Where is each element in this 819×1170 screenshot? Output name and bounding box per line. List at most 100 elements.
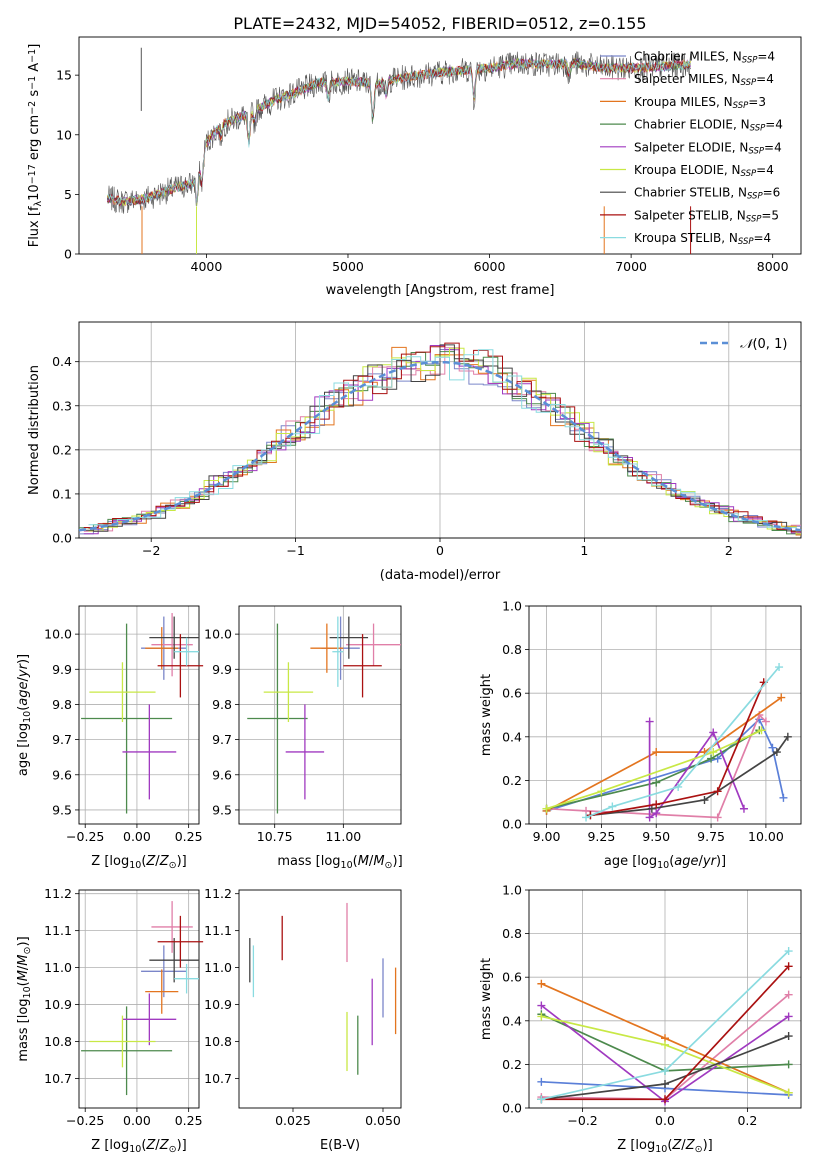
y-tick-label: 0.0 [502,1101,522,1116]
y-tick-label: 0.6 [502,970,522,985]
y-tick-label: 10.9 [44,997,72,1012]
label-part: ⊙ [169,860,177,871]
legend-sub: SSP [742,56,758,66]
axes-frame [78,889,200,1109]
label-part: age [log [16,723,31,776]
series-marker [783,732,792,741]
series-marker [709,728,718,737]
series-marker [597,787,606,796]
legend-text: Kroupa ELODIE, N [634,163,741,177]
axes-frame [528,889,802,1109]
axes-frame [528,605,802,825]
label-part: A [27,63,42,76]
x-tick-label: 5000 [332,259,364,274]
series-marker [784,990,793,999]
series-marker [661,1040,669,1049]
histogram-steps [83,345,801,535]
label-part: Z [145,854,156,869]
y-tick-label: 0.0 [52,531,72,546]
series-marker [652,778,661,787]
gaussian-curve [78,360,802,532]
y-tick-label: 0.0 [502,817,522,832]
label-part: −2 [27,101,38,115]
x-tick-label: 7000 [615,259,647,274]
x-tick-label: 8000 [757,259,789,274]
label-part: / [16,676,31,681]
y-tick-label: 9.6 [212,767,232,782]
label-part: ⊙ [22,946,33,954]
label-part: )] [177,1138,187,1153]
histogram-steps [88,346,801,536]
label-part: age [log [604,854,657,869]
x-tick-label: 9.25 [587,829,615,844]
series-marker [537,1012,546,1021]
figure-title: PLATE=2432, MJD=54052, FIBERID=0512, z=0… [233,14,646,33]
y-axis-label: mass [log10(M/M⊙)] [16,936,33,1061]
legend-label: Chabrier ELODIE, NSSP=4 [634,118,783,134]
series-marker [777,693,786,702]
y-tick-label: 9.8 [212,697,232,712]
x-axis-label: Z [log10(Z/Z⊙)] [91,1138,186,1155]
y-tick-label: 10.0 [204,627,232,642]
legend-label: 𝒩(0, 1) [740,337,787,352]
series-marker [784,1060,793,1069]
label-part: / [155,854,160,869]
label-part: yr [16,662,31,678]
y-tick-label: 10.7 [44,1071,72,1086]
label-part: / [155,1138,160,1153]
y-tick-label: 11.0 [44,960,72,975]
label-part: 10 [657,860,669,871]
series-marker [582,813,591,822]
x-tick-label: 0.025 [275,1113,311,1128]
label-part: M [16,970,31,981]
panel-weight-vs-Z: −0.2 0.0 0.20.00.20.40.60.81.0Z [log10(Z/Z… [479,883,802,1155]
label-part: ⊙ [169,1144,177,1155]
y-tick-label: 11.2 [44,886,72,901]
y-tick-label: 11.2 [204,886,232,901]
legend-count: =4 [754,231,772,245]
label-part: M [16,954,31,965]
label-part: Z [685,1138,696,1153]
series-marker [537,1077,546,1086]
x-tick-label: 2 [725,543,733,558]
y-axis-label: mass weight [479,674,494,756]
series-marker [661,1095,669,1104]
y-tick-label: 10.0 [44,627,72,642]
x-axis-label: Z [log10(Z/Z⊙)] [617,1138,712,1155]
legend-sub: SSP [748,147,764,157]
x-tick-label: −1 [286,543,304,558]
y-tick-label: 0.2 [502,1057,522,1072]
x-tick-label: 0.0 [655,1113,675,1128]
y-axis-label: Normed distribution [27,365,42,495]
y-tick-label: 10.8 [204,1034,232,1049]
series-marker [757,726,766,735]
label-part: 10 [22,986,33,998]
x-tick-label: 0.00 [123,1113,151,1128]
histogram-steps [88,347,801,535]
y-tick-label: 9.6 [52,767,72,782]
legend-label: Chabrier STELIB, NSSP=6 [634,186,780,202]
label-part: M [373,854,384,869]
series-line [546,696,782,812]
spectrum-model-line [107,57,691,206]
y-tick-label: 15 [56,68,72,83]
label-part: erg cm [27,115,42,164]
legend-count: =5 [761,208,779,222]
legend-text: Chabrier STELIB, N [634,186,747,200]
series-marker [537,1001,546,1010]
label-part: )] [716,854,726,869]
y-tick-label: 10 [56,127,72,142]
label-part: Z [log [91,854,129,869]
label-part: 10 [655,1144,667,1155]
x-tick-label: 10.75 [257,829,293,844]
label-part: 10 [341,860,353,871]
label-part: / [681,1138,686,1153]
series-line [590,681,765,817]
y-tick-label: 0 [64,247,72,262]
label-part: )] [16,654,31,664]
y-tick-label: 5 [64,187,72,202]
panel-mass-vs-EBV: 0.025 0.050 10.7 10.8 10.9 11.0 11.1 11.2 E(B-V) [204,886,402,1153]
y-tick-label: 9.9 [212,662,232,677]
label-part: age [674,854,698,869]
y-axis-label: Flux [fλ10−17 erg cm−2 s−1 A−1] [27,44,44,248]
